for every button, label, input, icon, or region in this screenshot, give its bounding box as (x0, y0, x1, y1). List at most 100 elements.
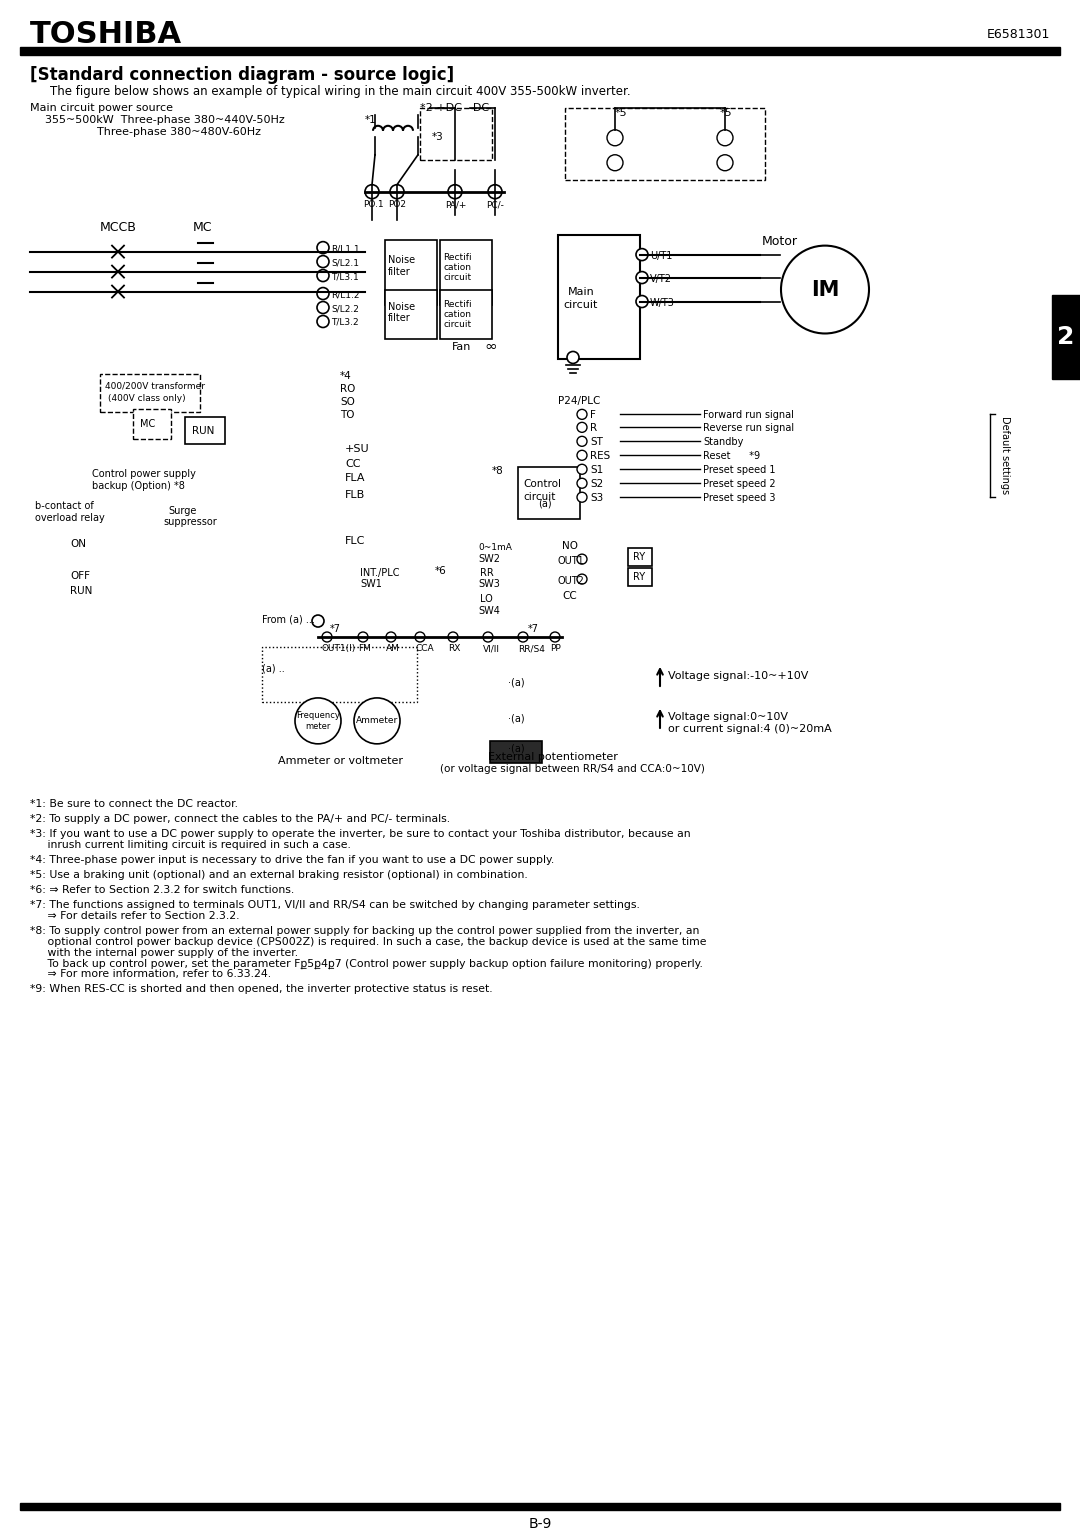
Text: SO: SO (340, 397, 355, 408)
Circle shape (318, 270, 329, 282)
Text: RX: RX (448, 645, 460, 654)
Text: Frequency
meter: Frequency meter (296, 711, 340, 731)
Text: Rectifi: Rectifi (443, 253, 472, 262)
Text: PP: PP (550, 645, 561, 654)
Text: MCCB: MCCB (100, 221, 137, 234)
Text: Preset speed 3: Preset speed 3 (703, 493, 775, 502)
Circle shape (518, 633, 528, 642)
Circle shape (386, 633, 396, 642)
Text: FLC: FLC (345, 536, 365, 545)
Text: OUT1(I): OUT1(I) (322, 645, 356, 654)
Text: RY: RY (633, 552, 645, 562)
Text: S1: S1 (590, 466, 604, 475)
Bar (185, 417, 225, 444)
Text: Preset speed 2: Preset speed 2 (703, 480, 775, 489)
Text: S/L2.1: S/L2.1 (330, 257, 359, 267)
Text: RR/S4: RR/S4 (518, 645, 545, 654)
Text: F: F (590, 411, 596, 420)
Text: Rectifi: Rectifi (443, 300, 472, 309)
Circle shape (354, 699, 400, 745)
Text: *2 +DC  -DC: *2 +DC -DC (420, 103, 489, 113)
Text: 0~1mA: 0~1mA (478, 542, 512, 552)
Text: *9: When RES-CC is shorted and then opened, the inverter protective status is re: *9: When RES-CC is shorted and then open… (30, 985, 492, 994)
Text: inrush current limiting circuit is required in such a case.: inrush current limiting circuit is requi… (30, 840, 351, 850)
Text: suppressor: suppressor (163, 518, 217, 527)
Circle shape (577, 464, 588, 475)
Text: cation: cation (443, 264, 471, 273)
Circle shape (781, 245, 869, 334)
Text: 355~500kW  Three-phase 380~440V-50Hz: 355~500kW Three-phase 380~440V-50Hz (45, 115, 285, 124)
Circle shape (365, 185, 379, 199)
Text: Surge: Surge (168, 506, 197, 516)
Text: ⇒ For more information, refer to 6.33.24.: ⇒ For more information, refer to 6.33.24… (30, 970, 271, 979)
Text: circuit: circuit (443, 273, 471, 282)
Text: circuit: circuit (443, 320, 471, 329)
Text: NO: NO (562, 541, 578, 552)
Text: Noise: Noise (388, 302, 415, 311)
Circle shape (483, 633, 492, 642)
Text: OUT1: OUT1 (558, 556, 584, 567)
Text: Reverse run signal: Reverse run signal (703, 423, 794, 434)
Text: MC: MC (140, 420, 156, 429)
Text: W/T3: W/T3 (650, 297, 675, 308)
Text: *1: *1 (365, 115, 377, 124)
Text: *5: *5 (720, 107, 732, 118)
Text: P24/PLC: P24/PLC (558, 397, 600, 406)
Text: *7: The functions assigned to terminals OUT1, VI/II and RR/S4 can be switched by: *7: The functions assigned to terminals … (30, 899, 639, 910)
Text: *4: Three-phase power input is necessary to drive the fan if you want to use a D: *4: Three-phase power input is necessary… (30, 855, 554, 864)
Text: V/T2: V/T2 (650, 274, 672, 283)
Text: TO: TO (340, 411, 354, 420)
Text: with the internal power supply of the inverter.: with the internal power supply of the in… (30, 947, 298, 958)
Text: *1: Be sure to connect the DC reactor.: *1: Be sure to connect the DC reactor. (30, 798, 238, 809)
Circle shape (567, 351, 579, 363)
Circle shape (322, 633, 332, 642)
Text: Fan: Fan (453, 343, 471, 352)
Text: RO: RO (340, 385, 355, 394)
Text: RY: RY (633, 571, 645, 582)
Bar (1052, 294, 1080, 380)
Bar (565, 107, 765, 179)
Text: Main: Main (568, 286, 595, 297)
Text: PO.1: PO.1 (363, 201, 383, 210)
Text: (a): (a) (538, 498, 552, 509)
Bar (262, 647, 417, 702)
Text: *6: ⇒ Refer to Section 2.3.2 for switch functions.: *6: ⇒ Refer to Section 2.3.2 for switch … (30, 884, 294, 895)
Text: AM: AM (386, 645, 400, 654)
Circle shape (357, 633, 368, 642)
Text: S/L2.2: S/L2.2 (330, 303, 359, 313)
Circle shape (577, 423, 588, 432)
Circle shape (318, 302, 329, 314)
Text: LO: LO (480, 594, 492, 604)
Text: +SU: +SU (345, 444, 369, 455)
Circle shape (577, 437, 588, 446)
Text: S2: S2 (590, 480, 604, 489)
Text: 400/200V transformer: 400/200V transformer (105, 381, 205, 391)
Text: *8: To supply control power from an external power supply for backing up the con: *8: To supply control power from an exte… (30, 925, 700, 936)
Text: Standby: Standby (703, 437, 743, 447)
Text: R: R (590, 423, 597, 434)
Text: ST: ST (590, 437, 603, 447)
Circle shape (550, 633, 561, 642)
Bar (490, 741, 542, 763)
Text: RR: RR (480, 568, 494, 578)
Text: Main circuit power source: Main circuit power source (30, 103, 173, 113)
Bar (420, 107, 492, 159)
Text: Voltage signal:0~10V: Voltage signal:0~10V (669, 712, 788, 722)
Text: Forward run signal: Forward run signal (703, 411, 794, 420)
Text: filter: filter (388, 267, 410, 277)
Text: ·(a): ·(a) (508, 745, 525, 754)
Text: FLB: FLB (345, 490, 365, 501)
Text: External potentiometer: External potentiometer (488, 752, 618, 761)
Text: Three-phase 380~480V-60Hz: Three-phase 380~480V-60Hz (97, 127, 261, 136)
Text: (400V class only): (400V class only) (108, 394, 186, 403)
Circle shape (318, 288, 329, 300)
Circle shape (488, 185, 502, 199)
Circle shape (415, 633, 426, 642)
Circle shape (717, 130, 733, 146)
Text: Motor: Motor (762, 234, 798, 248)
Circle shape (577, 574, 588, 584)
Circle shape (312, 614, 324, 627)
Text: Preset speed 1: Preset speed 1 (703, 466, 775, 475)
Circle shape (636, 248, 648, 260)
Circle shape (448, 185, 462, 199)
